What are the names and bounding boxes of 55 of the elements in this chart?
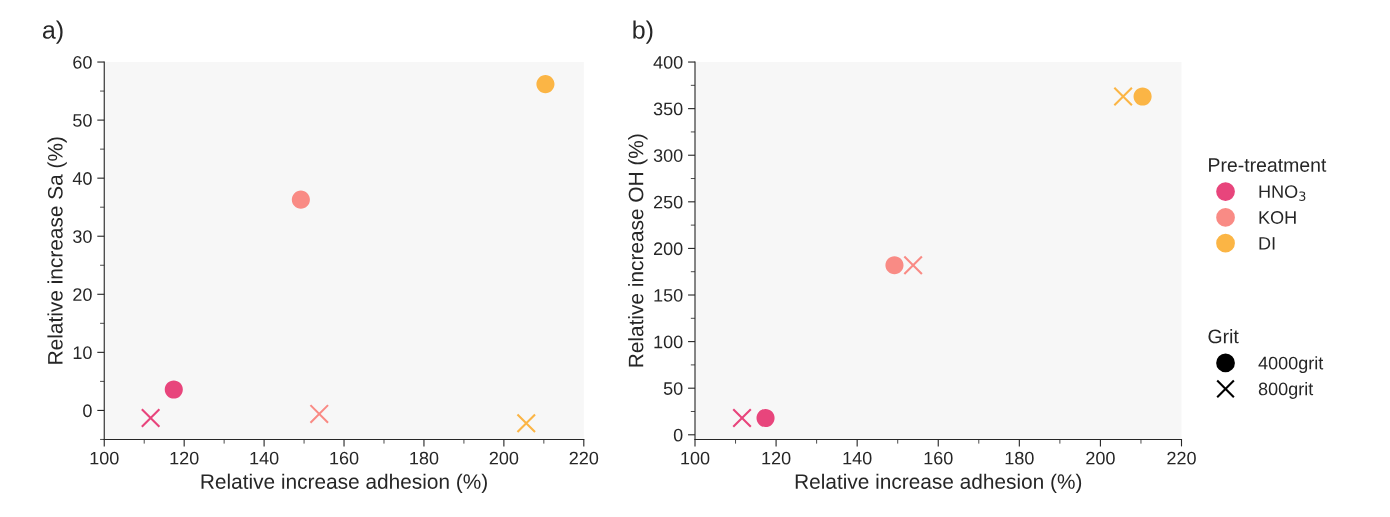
y-tick-label: 150: [654, 288, 683, 302]
x-axis-title: Relative increase adhesion (%): [201, 473, 487, 494]
legend-label: 4000grit: [1258, 356, 1324, 374]
point: [536, 75, 555, 94]
y-tick-label: 250: [653, 195, 683, 209]
x-tick-label: 200: [1086, 451, 1115, 465]
point: [903, 255, 923, 276]
x-tick-label: 100: [90, 451, 119, 465]
y-tick-label: 200: [653, 242, 683, 256]
x-tick-label: 140: [250, 451, 279, 465]
legend-label: DI: [1259, 237, 1275, 250]
y-tick-label: 0: [83, 404, 92, 418]
point: [309, 404, 330, 424]
y-axis-title: Relative increase OH (%): [628, 134, 648, 367]
y-tick-label: 30: [73, 230, 92, 243]
point: [756, 408, 775, 428]
y-tick-label: 0: [673, 428, 683, 442]
x-tick-label: 160: [924, 451, 953, 465]
point: [291, 190, 310, 209]
y-tick-label: 40: [72, 172, 92, 185]
x-tick-label: 120: [762, 451, 791, 465]
x-tick-label: 100: [681, 451, 710, 465]
x-tick-label: 160: [330, 451, 359, 465]
y-tick-label: 350: [653, 102, 683, 116]
x-tick-label: 120: [170, 451, 199, 465]
y-tick-label: 300: [653, 149, 683, 162]
x-axis-title: Relative increase adhesion (%): [795, 473, 1082, 494]
point: [516, 413, 537, 434]
y-tick-label: 20: [73, 288, 92, 302]
legend-label: KOH: [1259, 211, 1296, 224]
y-tick-label: 60: [73, 55, 92, 69]
y-tick-label: 10: [73, 346, 92, 360]
point: [140, 408, 161, 428]
legend-label: HNO$_{3}$: [1259, 185, 1306, 201]
x-tick-label: 180: [1005, 451, 1034, 465]
point: [1113, 86, 1133, 107]
x-tick-label: 220: [1167, 451, 1196, 465]
y-axis-title: Relative increase Sa (%): [47, 137, 67, 364]
y-tick-label: 50: [73, 114, 92, 127]
point: [1133, 87, 1152, 106]
chart-title: a): [42, 20, 63, 44]
legend-title: Pre-treatment: [1209, 158, 1327, 172]
x-tick-label: 140: [843, 451, 872, 465]
x-tick-label: 180: [410, 451, 439, 465]
point: [885, 256, 904, 275]
y-tick-label: 50: [663, 382, 683, 395]
legend-label: 800grit: [1258, 382, 1314, 399]
y-tick-label: 100: [654, 335, 683, 349]
point: [164, 380, 183, 399]
x-tick-label: 220: [569, 451, 599, 465]
y-tick-label: 400: [653, 55, 683, 69]
point: [732, 408, 752, 428]
chart-title: b): [633, 20, 653, 44]
x-tick-label: 200: [489, 451, 519, 465]
text: Grit: [1208, 329, 1239, 344]
